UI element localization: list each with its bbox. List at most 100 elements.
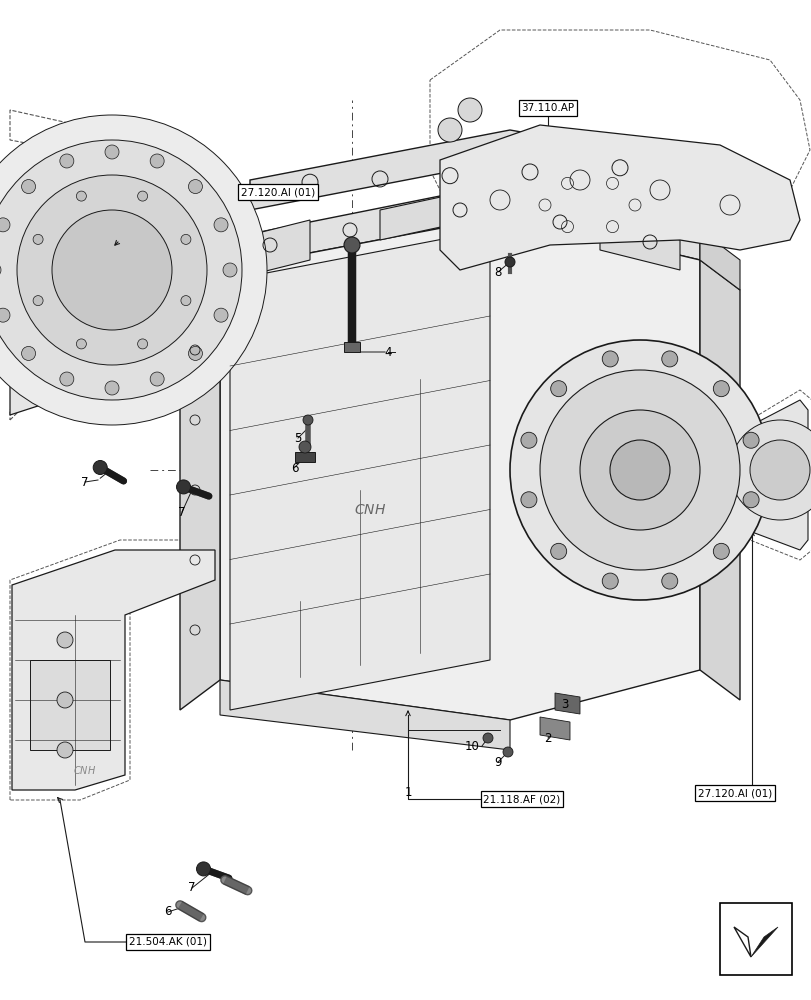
Circle shape bbox=[550, 381, 566, 397]
Polygon shape bbox=[30, 660, 109, 750]
Circle shape bbox=[76, 339, 86, 349]
Text: $\mathregular{CNH}$: $\mathregular{CNH}$ bbox=[354, 503, 385, 517]
Text: 8: 8 bbox=[494, 265, 501, 278]
Polygon shape bbox=[380, 180, 519, 240]
Text: 7: 7 bbox=[178, 506, 186, 518]
Text: $\mathregular{CNH}$: $\mathregular{CNH}$ bbox=[73, 764, 97, 776]
Circle shape bbox=[0, 140, 242, 400]
Text: 21.504.AK (01): 21.504.AK (01) bbox=[129, 937, 207, 947]
Circle shape bbox=[509, 340, 769, 600]
Text: 2: 2 bbox=[543, 731, 551, 744]
Text: 27.120.AI (01): 27.120.AI (01) bbox=[697, 788, 771, 798]
Polygon shape bbox=[599, 220, 679, 270]
Circle shape bbox=[105, 145, 119, 159]
Circle shape bbox=[181, 296, 191, 306]
Circle shape bbox=[579, 410, 699, 530]
Polygon shape bbox=[220, 180, 699, 270]
Polygon shape bbox=[230, 230, 489, 710]
Polygon shape bbox=[554, 693, 579, 714]
Circle shape bbox=[521, 492, 536, 508]
Circle shape bbox=[0, 115, 267, 425]
Polygon shape bbox=[230, 220, 310, 280]
Polygon shape bbox=[12, 550, 215, 790]
Polygon shape bbox=[699, 260, 739, 700]
Circle shape bbox=[57, 692, 73, 708]
Polygon shape bbox=[220, 680, 509, 750]
Circle shape bbox=[137, 191, 148, 201]
Circle shape bbox=[602, 351, 617, 367]
Circle shape bbox=[188, 180, 202, 194]
Polygon shape bbox=[220, 215, 699, 720]
Text: 5: 5 bbox=[294, 432, 302, 444]
Text: 27.120.AI (01): 27.120.AI (01) bbox=[241, 187, 315, 197]
Circle shape bbox=[539, 370, 739, 570]
Circle shape bbox=[609, 440, 669, 500]
Text: 7: 7 bbox=[188, 882, 195, 894]
Polygon shape bbox=[750, 927, 777, 957]
Circle shape bbox=[749, 440, 809, 500]
Text: 6: 6 bbox=[164, 905, 172, 918]
Circle shape bbox=[0, 263, 1, 277]
Polygon shape bbox=[751, 400, 807, 550]
Circle shape bbox=[150, 372, 164, 386]
Text: 1: 1 bbox=[404, 786, 411, 798]
Circle shape bbox=[303, 415, 312, 425]
Circle shape bbox=[17, 175, 207, 365]
Circle shape bbox=[214, 218, 228, 232]
Circle shape bbox=[176, 480, 191, 494]
Polygon shape bbox=[10, 240, 210, 415]
Text: 21.118.AF (02): 21.118.AF (02) bbox=[483, 794, 560, 804]
Circle shape bbox=[60, 372, 74, 386]
Circle shape bbox=[57, 632, 73, 648]
Circle shape bbox=[550, 543, 566, 559]
Circle shape bbox=[729, 420, 811, 520]
Bar bbox=[719, 903, 791, 975]
Text: 7: 7 bbox=[81, 476, 88, 488]
Circle shape bbox=[298, 441, 311, 453]
Text: 3: 3 bbox=[560, 698, 568, 710]
Circle shape bbox=[0, 308, 10, 322]
Circle shape bbox=[661, 573, 677, 589]
Polygon shape bbox=[294, 452, 315, 462]
Text: 10: 10 bbox=[464, 739, 478, 752]
Circle shape bbox=[483, 733, 492, 743]
Circle shape bbox=[712, 381, 728, 397]
Polygon shape bbox=[699, 230, 739, 290]
Circle shape bbox=[344, 237, 359, 253]
Circle shape bbox=[60, 154, 74, 168]
Circle shape bbox=[223, 263, 237, 277]
Text: 37.110.AP: 37.110.AP bbox=[521, 103, 574, 113]
Circle shape bbox=[504, 257, 514, 267]
Circle shape bbox=[502, 747, 513, 757]
Circle shape bbox=[188, 346, 202, 360]
Circle shape bbox=[437, 118, 461, 142]
Circle shape bbox=[521, 432, 536, 448]
Circle shape bbox=[150, 154, 164, 168]
Circle shape bbox=[33, 234, 43, 244]
Circle shape bbox=[22, 346, 36, 360]
Circle shape bbox=[196, 862, 210, 876]
Text: 6: 6 bbox=[291, 462, 298, 475]
Circle shape bbox=[52, 210, 172, 330]
Circle shape bbox=[93, 460, 107, 475]
Polygon shape bbox=[250, 130, 679, 210]
Circle shape bbox=[181, 234, 191, 244]
Text: 4: 4 bbox=[384, 346, 391, 359]
Circle shape bbox=[0, 218, 10, 232]
Text: 9: 9 bbox=[494, 756, 501, 768]
Circle shape bbox=[742, 432, 758, 448]
Circle shape bbox=[57, 742, 73, 758]
Circle shape bbox=[105, 381, 119, 395]
Circle shape bbox=[76, 191, 86, 201]
Circle shape bbox=[742, 492, 758, 508]
Polygon shape bbox=[344, 342, 359, 352]
Polygon shape bbox=[440, 125, 799, 270]
Circle shape bbox=[137, 339, 148, 349]
Circle shape bbox=[214, 308, 228, 322]
Circle shape bbox=[661, 351, 677, 367]
Polygon shape bbox=[539, 717, 569, 740]
Polygon shape bbox=[180, 270, 220, 710]
Circle shape bbox=[22, 180, 36, 194]
Circle shape bbox=[602, 573, 617, 589]
Circle shape bbox=[712, 543, 728, 559]
